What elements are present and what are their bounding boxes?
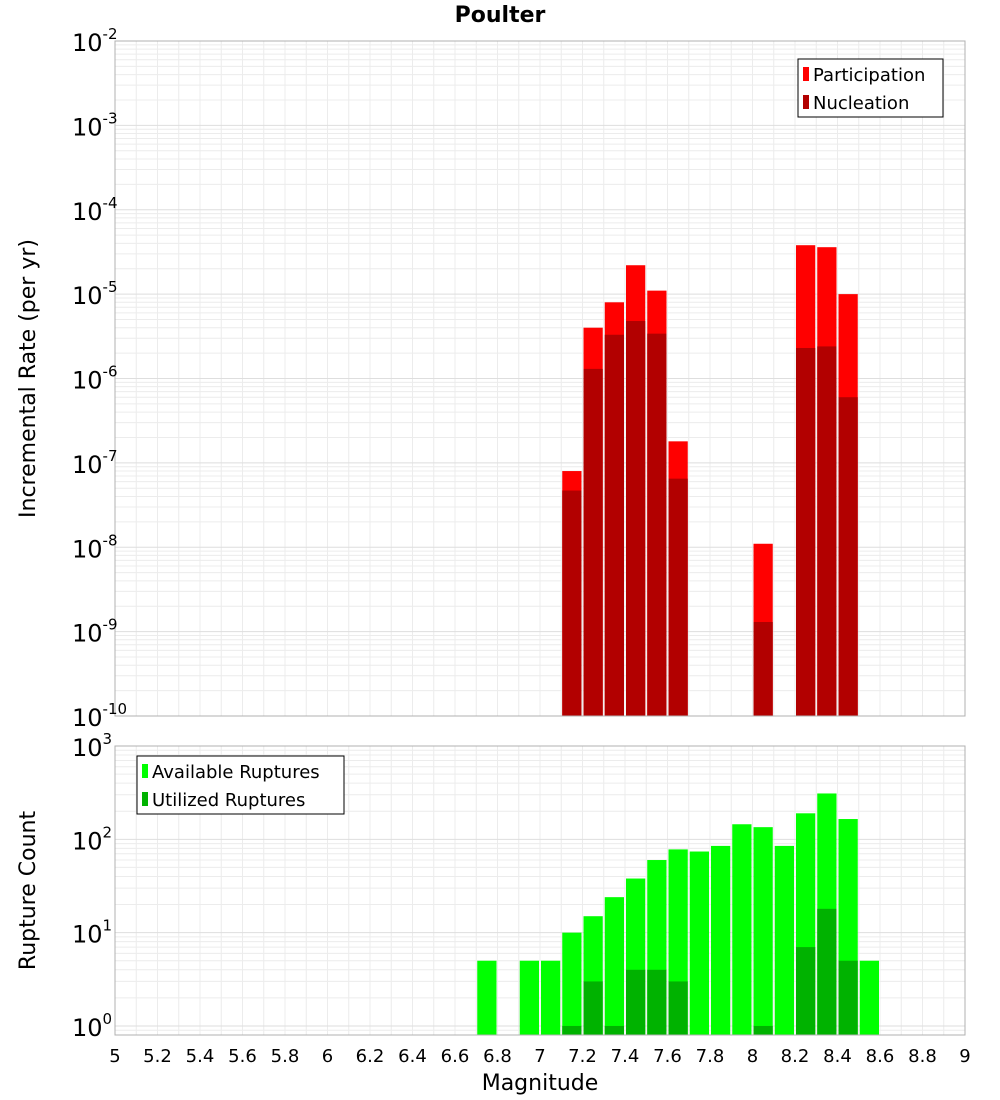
count-bar-a — [689, 851, 709, 1035]
legend-label: Available Ruptures — [152, 762, 320, 783]
count-bar-b — [626, 969, 646, 1035]
x-tick-label: 9 — [959, 1046, 970, 1067]
rate-legend: Participation Nucleation — [797, 58, 944, 118]
count-bar-a — [562, 932, 582, 1035]
x-tick-label: 7.2 — [568, 1046, 597, 1067]
legend-label: Nucleation — [813, 93, 909, 114]
y-tick-label: 10-5 — [72, 278, 118, 310]
rate-bar-b — [604, 334, 624, 716]
count-bar-b — [753, 1025, 773, 1035]
x-tick-label: 7.6 — [653, 1046, 682, 1067]
x-tick-label: 7.4 — [611, 1046, 640, 1067]
count-bar-a — [477, 960, 497, 1035]
chart-title: Poulter — [455, 3, 546, 28]
y-tick-label: 10-10 — [72, 700, 127, 732]
legend-box — [136, 755, 345, 815]
x-tick-label: 6.2 — [356, 1046, 385, 1067]
legend-label: Participation — [813, 65, 925, 86]
y-tick-label: 100 — [72, 1010, 112, 1042]
x-tick-label: 5.2 — [143, 1046, 172, 1067]
count-y-ticks: 100 101 102 103 — [72, 730, 112, 1042]
rate-bars — [562, 245, 858, 717]
rate-y-ticks: 10-10 10-9 10-8 10-7 10-6 10-5 10-4 10-3 10-2 — [72, 25, 127, 732]
count-plot-frame — [114, 745, 966, 1036]
x-tick-label: 6.4 — [398, 1046, 427, 1067]
count-bars — [477, 793, 879, 1035]
x-tick-label: 8.4 — [823, 1046, 852, 1067]
x-tick-label: 5.4 — [186, 1046, 215, 1067]
rate-plot-frame — [114, 40, 966, 717]
x-tick-label: 8 — [747, 1046, 758, 1067]
x-tick-label: 5.6 — [228, 1046, 257, 1067]
rate-bar-b — [647, 333, 667, 716]
count-y-axis-label: Rupture Count — [16, 811, 41, 971]
rate-y-axis-label: Incremental Rate (per yr) — [16, 239, 41, 518]
y-tick-label: 10-2 — [72, 25, 118, 57]
rate-bar-b — [753, 622, 773, 716]
rate-bar-b — [626, 321, 646, 716]
y-tick-label: 10-3 — [72, 109, 118, 141]
x-tick-label: 8.8 — [908, 1046, 937, 1067]
x-tick-label: 7 — [534, 1046, 545, 1067]
x-tick-label: 8.2 — [781, 1046, 810, 1067]
y-tick-label: 10-4 — [72, 194, 118, 226]
rate-bar-b — [562, 490, 582, 716]
rate-bar-b — [817, 346, 837, 716]
count-bar-a — [604, 897, 624, 1035]
count-bar-b — [583, 981, 603, 1035]
count-bar-b — [604, 1025, 624, 1035]
rate-grid — [114, 41, 966, 717]
count-bar-a — [859, 960, 879, 1035]
x-tick-label: 6 — [322, 1046, 333, 1067]
count-bar-b — [647, 969, 667, 1035]
x-tick-label: 7.8 — [696, 1046, 725, 1067]
y-tick-label: 103 — [72, 730, 112, 762]
count-bar-b — [817, 908, 837, 1035]
x-axis-label: Magnitude — [482, 1071, 599, 1096]
count-bar-a — [732, 824, 752, 1035]
y-tick-label: 101 — [72, 917, 112, 949]
rate-bar-b — [796, 347, 816, 716]
count-bar-a — [519, 960, 539, 1035]
rate-bar-b — [583, 368, 603, 716]
rate-bar-b — [668, 478, 688, 716]
x-tick-label: 8.6 — [866, 1046, 895, 1067]
count-bar-a — [753, 827, 773, 1035]
y-tick-label: 10-9 — [72, 616, 118, 648]
legend-label: Utilized Ruptures — [152, 790, 305, 811]
rate-bar-b — [838, 397, 858, 716]
count-bar-b — [796, 947, 816, 1035]
legend-box — [797, 58, 944, 118]
count-bar-b — [668, 981, 688, 1035]
x-tick-label: 6.8 — [483, 1046, 512, 1067]
legend-swatch — [803, 67, 809, 81]
y-tick-label: 102 — [72, 823, 112, 855]
legend-swatch — [803, 95, 809, 109]
x-axis-ticks: 5 5.2 5.4 5.6 5.8 6 6.2 6.4 6.6 6.8 7 7.2 7.4 7.6 7.8 8… — [109, 1046, 970, 1067]
count-legend: Available Ruptures Utilized Ruptures — [136, 755, 345, 815]
count-bar-a — [711, 845, 731, 1035]
y-tick-label: 10-8 — [72, 531, 118, 563]
legend-swatch — [142, 792, 148, 806]
x-tick-label: 6.6 — [441, 1046, 470, 1067]
y-tick-label: 10-6 — [72, 363, 118, 395]
count-bar-b — [838, 960, 858, 1035]
x-tick-label: 5.8 — [271, 1046, 300, 1067]
count-bar-a — [774, 845, 794, 1035]
legend-swatch — [142, 764, 148, 778]
y-tick-label: 10-7 — [72, 447, 118, 479]
count-bar-b — [562, 1025, 582, 1035]
count-bar-a — [541, 960, 561, 1035]
x-tick-label: 5 — [109, 1046, 120, 1067]
